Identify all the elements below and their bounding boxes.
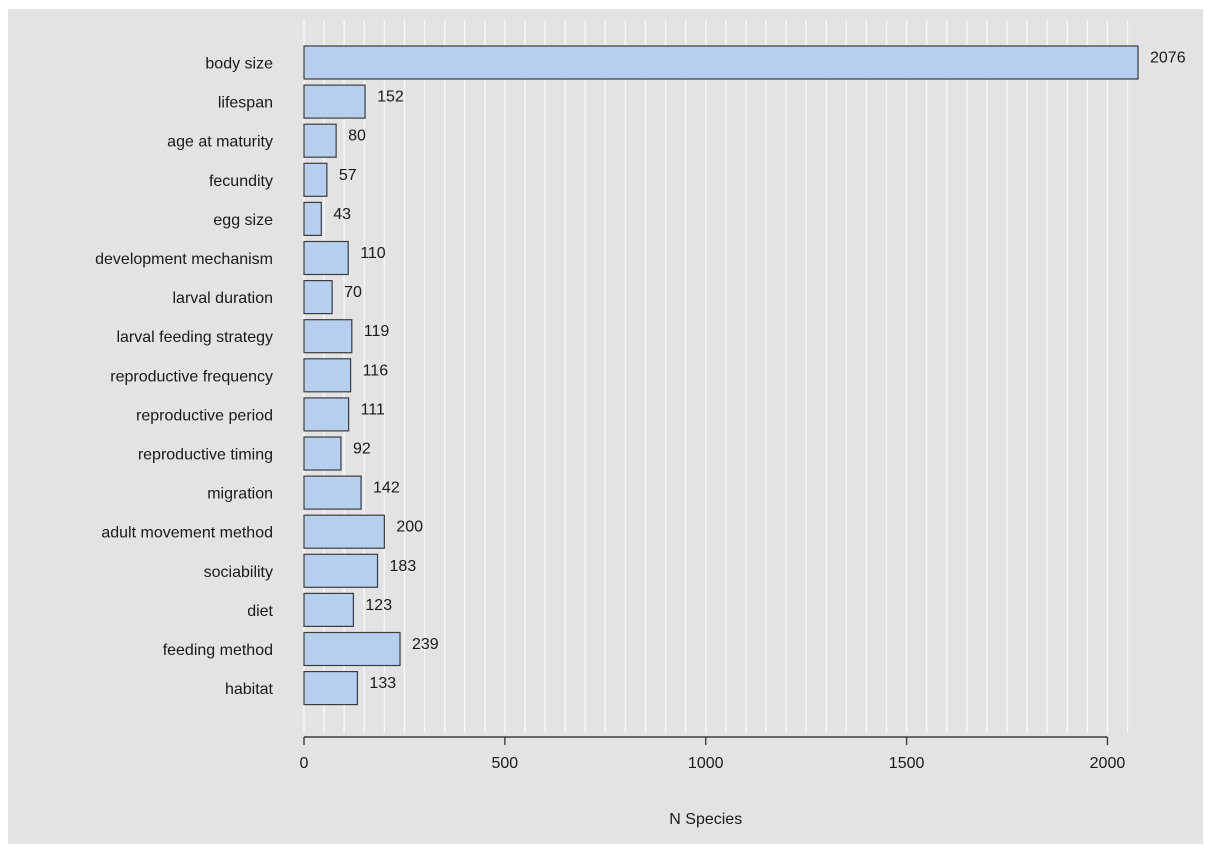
category-label: migration [207, 486, 273, 503]
bar [303, 475, 362, 510]
value-labels: 2076 152 80 57 43 110 70 119 116 111 92 142 200 183 12… [333, 50, 1185, 693]
x-tick-label: 1500 [889, 755, 925, 772]
bar [303, 436, 342, 471]
category-label: reproductive frequency [110, 368, 273, 385]
category-label: development mechanism [95, 251, 273, 268]
bars [303, 45, 1139, 706]
x-tick-label: 2000 [1090, 755, 1126, 772]
x-axis-title: N Species [669, 811, 742, 828]
bar [303, 631, 401, 667]
value-label: 152 [377, 89, 404, 106]
category-label: habitat [225, 681, 274, 698]
category-label: feeding method [163, 642, 273, 659]
category-label: lifespan [218, 95, 273, 112]
bar [303, 514, 385, 549]
bar [303, 123, 337, 158]
x-tick-label: 500 [492, 755, 519, 772]
value-label: 142 [373, 480, 400, 497]
value-label: 183 [390, 558, 417, 575]
category-label: reproductive period [136, 407, 273, 424]
value-label: 119 [364, 323, 390, 340]
x-tick-label: 1000 [688, 755, 724, 772]
bar [303, 397, 350, 432]
bar [303, 553, 379, 588]
bar [303, 280, 333, 315]
value-label: 111 [361, 401, 385, 418]
category-label: larval duration [173, 290, 274, 307]
category-labels: body size lifespan age at maturity fecundit… [95, 56, 273, 699]
value-label: 80 [348, 128, 366, 145]
value-label: 239 [412, 636, 439, 653]
value-label: 43 [333, 206, 351, 223]
bar [303, 592, 355, 628]
category-label: fecundity [209, 173, 273, 190]
value-label: 70 [344, 284, 362, 301]
value-label: 200 [396, 519, 423, 536]
value-label: 116 [363, 362, 389, 379]
category-label: age at maturity [167, 134, 273, 151]
bar [303, 670, 359, 706]
category-label: larval feeding strategy [116, 329, 273, 346]
category-label: reproductive timing [138, 447, 273, 464]
bar [303, 240, 349, 276]
category-label: body size [205, 56, 273, 73]
value-label: 110 [360, 245, 386, 262]
bar [303, 162, 328, 197]
category-label: egg size [213, 212, 273, 229]
bar [303, 201, 322, 236]
value-label: 92 [353, 441, 371, 458]
category-label: diet [247, 603, 273, 620]
bar [303, 84, 366, 119]
bar [303, 45, 1139, 80]
x-tick-label: 0 [300, 755, 309, 772]
bar [303, 358, 352, 393]
category-label: adult movement method [101, 525, 273, 542]
value-label: 133 [369, 675, 396, 692]
value-label: 123 [365, 597, 392, 614]
grid-lines [303, 20, 1129, 733]
x-axis: 0 500 1000 1500 2000 [300, 736, 1126, 772]
value-label: 2076 [1150, 50, 1186, 67]
value-label: 57 [339, 167, 357, 184]
category-label: sociability [204, 564, 273, 581]
bar [303, 319, 353, 354]
